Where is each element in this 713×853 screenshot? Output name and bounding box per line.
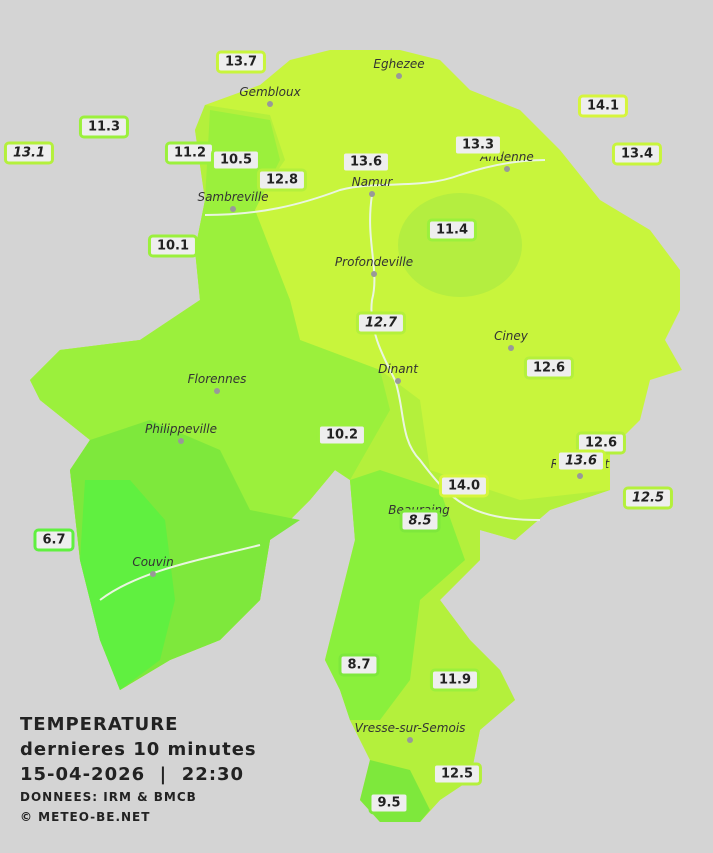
legend-title: TEMPERATURE <box>20 714 179 735</box>
station-value: 13.6 <box>340 150 392 174</box>
station-value: 12.5 <box>622 486 674 510</box>
station-value: 12.5 <box>431 762 483 786</box>
station-value: 6.7 <box>33 528 75 552</box>
city-dot <box>371 271 377 277</box>
station-value: 11.9 <box>429 668 481 692</box>
station-value: 9.5 <box>368 791 410 815</box>
station-value: 10.1 <box>147 234 199 258</box>
zone-center <box>398 193 522 297</box>
station-value: 12.8 <box>256 168 308 192</box>
city-label: Florennes <box>187 372 247 386</box>
station-value: 14.1 <box>577 94 629 118</box>
station-value: 8.5 <box>399 509 441 533</box>
city-dot <box>407 737 413 743</box>
city-dot <box>267 101 273 107</box>
city-dot <box>369 191 375 197</box>
city-label: Philippeville <box>145 422 217 436</box>
legend-subtitle: dernieres 10 minutes <box>20 739 257 760</box>
station-value: 11.4 <box>426 218 478 242</box>
station-value: 13.7 <box>215 50 267 74</box>
station-value: 13.4 <box>611 142 663 166</box>
city-dot <box>230 206 236 212</box>
station-value: 13.3 <box>452 133 504 157</box>
city-dot <box>396 73 402 79</box>
station-value: 13.6 <box>555 449 607 473</box>
city-label: Sambreville <box>197 190 269 204</box>
city-dot <box>508 345 514 351</box>
city-label: Dinant <box>378 362 418 376</box>
legend: TEMPERATURE dernieres 10 minutes 15-04-202… <box>20 712 257 827</box>
city-label: Couvin <box>132 555 174 569</box>
city-label: Namur <box>351 175 393 189</box>
station-value: 11.2 <box>164 141 216 165</box>
city-label: Eghezee <box>373 57 425 71</box>
station-value: 12.6 <box>523 356 575 380</box>
station-value: 10.2 <box>316 423 368 447</box>
zone-coldest <box>80 480 175 690</box>
station-value: 13.1 <box>3 141 55 165</box>
city-label: Profondeville <box>334 255 414 269</box>
city-label: Gembloux <box>239 85 301 99</box>
city-label: Vresse-sur-Semois <box>354 721 466 735</box>
station-value: 10.5 <box>210 148 262 172</box>
station-value: 14.0 <box>438 474 490 498</box>
city-dot <box>150 571 156 577</box>
station-value: 11.3 <box>78 115 130 139</box>
station-value: 12.7 <box>355 311 407 335</box>
city-dot <box>577 473 583 479</box>
city-dot <box>178 438 184 444</box>
city-dot <box>395 378 401 384</box>
legend-copyright: © METEO-BE.NET <box>20 810 151 824</box>
city-dot <box>504 166 510 172</box>
city-label: Ciney <box>494 329 528 343</box>
station-value: 8.7 <box>338 653 380 677</box>
legend-source: DONNEES: IRM & BMCB <box>20 790 197 804</box>
legend-datetime: 15-04-2026 | 22:30 <box>20 764 245 785</box>
city-dot <box>214 388 220 394</box>
